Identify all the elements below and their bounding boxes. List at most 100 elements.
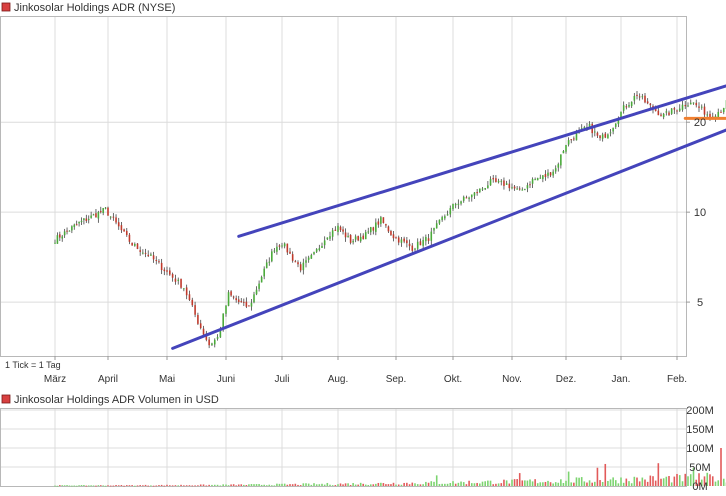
x-tick-label: Juli bbox=[274, 374, 289, 385]
volume-bar bbox=[449, 483, 452, 486]
tick-note: 1 Tick = 1 Tag bbox=[5, 360, 61, 370]
candle-body bbox=[85, 218, 88, 222]
candle-body bbox=[588, 123, 591, 128]
candle-body bbox=[334, 229, 337, 231]
volume-bar bbox=[219, 485, 222, 487]
candle-body bbox=[604, 133, 607, 138]
candle-body bbox=[657, 110, 660, 116]
volume-bar bbox=[588, 480, 591, 486]
candle-body bbox=[174, 278, 177, 282]
candle-body bbox=[323, 240, 326, 246]
volume-bar bbox=[612, 477, 614, 486]
x-tick-label: Mai bbox=[159, 374, 175, 385]
volume-bar bbox=[194, 485, 196, 487]
volume-bar bbox=[147, 485, 150, 487]
candle-body bbox=[240, 301, 243, 303]
volume-bar bbox=[503, 479, 505, 486]
candle-body bbox=[542, 175, 544, 179]
volume-bar bbox=[673, 476, 676, 486]
volume-bar bbox=[392, 482, 395, 486]
candle-body bbox=[171, 274, 174, 278]
volume-bar bbox=[560, 479, 562, 486]
candle-body bbox=[649, 103, 652, 106]
y-tick-label: 5 bbox=[697, 297, 703, 309]
candle-body bbox=[700, 106, 703, 108]
candle-body bbox=[668, 112, 670, 116]
candle-body bbox=[481, 188, 484, 190]
volume-bar bbox=[248, 484, 250, 486]
volume-bar bbox=[573, 482, 575, 486]
candle-body bbox=[160, 262, 163, 271]
volume-bar bbox=[465, 484, 468, 486]
volume-y-axis: 0M 50M 100M 150M 200M bbox=[686, 405, 714, 493]
candle-body bbox=[329, 236, 331, 239]
candle-body bbox=[313, 252, 315, 255]
volume-bar bbox=[213, 484, 216, 486]
volume-bar bbox=[128, 485, 131, 486]
volume-bar bbox=[462, 482, 465, 486]
candle-body bbox=[276, 246, 278, 252]
volume-bar bbox=[662, 478, 665, 486]
volume-bar bbox=[117, 485, 120, 487]
candle-body bbox=[573, 138, 575, 140]
candle-body bbox=[102, 208, 104, 214]
candle-body bbox=[369, 227, 372, 233]
volume-bar bbox=[166, 484, 168, 486]
y-tick-label: 10 bbox=[694, 207, 706, 219]
volume-bar bbox=[652, 476, 654, 486]
volume-bar bbox=[668, 476, 670, 486]
candle-body bbox=[258, 283, 260, 289]
candle-body bbox=[513, 186, 516, 189]
volume-bar bbox=[237, 484, 240, 486]
candle-body bbox=[321, 245, 323, 248]
volume-bar bbox=[657, 463, 660, 486]
candle-body bbox=[416, 241, 419, 249]
candle-body bbox=[286, 243, 289, 253]
volume-bar bbox=[460, 481, 462, 486]
volume-bar bbox=[552, 483, 554, 486]
x-tick-label: Aug. bbox=[328, 374, 349, 385]
volume-bar bbox=[476, 482, 478, 486]
candle-body bbox=[524, 189, 526, 191]
volume-bar bbox=[227, 485, 230, 486]
candle-body bbox=[194, 305, 196, 315]
volume-bar bbox=[144, 484, 147, 486]
candle-body bbox=[232, 296, 235, 298]
candle-body bbox=[609, 132, 612, 134]
candle-body bbox=[549, 172, 552, 176]
candle-body bbox=[326, 237, 329, 240]
volume-grid bbox=[1, 409, 686, 486]
volume-bar bbox=[331, 485, 334, 486]
candle-body bbox=[441, 217, 443, 221]
candle-body bbox=[180, 278, 182, 288]
volume-bar bbox=[265, 485, 268, 487]
volume-bar bbox=[617, 483, 620, 486]
candle-body bbox=[476, 192, 478, 194]
candle-body bbox=[497, 180, 500, 183]
volume-bar bbox=[174, 485, 177, 486]
volume-bar bbox=[352, 483, 354, 486]
volume-tick-label: 50M bbox=[689, 462, 710, 474]
candle-body bbox=[487, 185, 489, 189]
candle-body bbox=[628, 104, 630, 107]
volume-bar bbox=[580, 477, 583, 486]
volume-bar bbox=[136, 485, 139, 487]
candle-body bbox=[377, 221, 380, 225]
candle-body bbox=[468, 197, 470, 199]
candle-body bbox=[692, 102, 695, 104]
volume-bar bbox=[63, 485, 66, 487]
volume-bar bbox=[188, 485, 191, 486]
volume-bar bbox=[286, 484, 289, 486]
candle-body bbox=[364, 232, 367, 240]
volume-bar bbox=[78, 485, 80, 487]
candle-body bbox=[406, 240, 408, 244]
candle-body bbox=[422, 239, 424, 246]
candle-body bbox=[97, 212, 100, 219]
volume-bar bbox=[596, 467, 599, 486]
volume-bar bbox=[59, 485, 61, 486]
volume-bar bbox=[408, 484, 411, 486]
candle-body bbox=[395, 237, 397, 239]
candle-body bbox=[612, 127, 614, 132]
volume-bar bbox=[329, 484, 331, 486]
